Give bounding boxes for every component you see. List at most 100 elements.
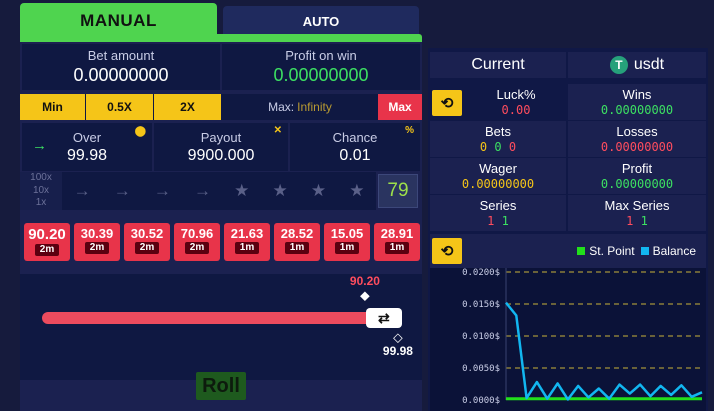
history-chip[interactable]: 30.39 2m: [74, 223, 120, 261]
over-value[interactable]: 99.98: [66, 146, 108, 164]
history-time: 2m: [84, 242, 110, 254]
history-time: 1m: [384, 242, 410, 254]
min-button[interactable]: Min: [20, 94, 86, 120]
history-chip[interactable]: 90.20 2m: [24, 223, 70, 261]
chart-ytick-label: 0.0000$: [462, 396, 500, 406]
chart-ytick-label: 0.0050$: [462, 364, 500, 374]
bets-won: 0: [494, 140, 502, 154]
losses-stat: Losses 0.00000000: [568, 121, 706, 157]
over-field[interactable]: → ⬤ Over 99.98: [22, 123, 152, 171]
stats-panel: Current T usdt ⟲ Luck% 0.00 Wins 0.00000…: [428, 48, 708, 411]
bet-amount-label: Bet amount: [87, 48, 155, 63]
history-multiplier: 15.05: [330, 226, 364, 241]
payout-field[interactable]: ✕ Payout 9900.000: [154, 123, 288, 171]
legend-swatch-st-point: [577, 247, 586, 255]
result-value: 90.20: [349, 274, 380, 288]
chart-series-balance: [505, 301, 703, 401]
history-multiplier: 30.52: [130, 226, 164, 241]
target-value: 99.98: [382, 344, 413, 358]
wins-value: 0.00000000: [600, 103, 674, 117]
pin-icon: ⬤: [134, 126, 146, 137]
star-icon: ★: [272, 181, 288, 200]
percent-icon: %: [405, 125, 414, 136]
history-multiplier: 90.20: [28, 226, 66, 243]
profit-stat: Profit 0.00000000: [568, 158, 706, 194]
series-win: 1: [501, 214, 509, 228]
losses-value: 0.00000000: [600, 140, 674, 154]
arrow-right-icon: →: [73, 181, 91, 200]
streak-level-10x: 10x: [32, 184, 50, 196]
max-info-label: Max:: [268, 100, 295, 114]
history-multiplier: 28.91: [380, 226, 414, 241]
history-time: 2m: [34, 244, 60, 256]
profit-on-win-label: Profit on win: [285, 48, 357, 63]
luck-value: 0.00: [501, 103, 531, 117]
series-stat: Series 1 1: [430, 195, 566, 231]
streak-score: 79: [378, 174, 418, 208]
history-chip[interactable]: 30.52 2m: [124, 223, 170, 261]
history-time: 2m: [184, 242, 210, 254]
chart-ytick-label: 0.0200$: [462, 268, 500, 278]
half-button[interactable]: 0.5X: [86, 94, 154, 120]
arrow-right-icon[interactable]: →: [32, 137, 47, 154]
chart-ytick-label: 0.0150$: [462, 300, 500, 310]
wager-stat: Wager 0.00000000: [430, 158, 566, 194]
luck-stat: Luck% 0.00: [466, 84, 566, 120]
roll-button[interactable]: Roll: [196, 372, 246, 400]
max-series-loss: 1: [626, 214, 634, 228]
history-chip[interactable]: 70.96 2m: [174, 223, 220, 261]
star-icon: ★: [349, 181, 365, 200]
current-tab[interactable]: Current: [430, 52, 566, 78]
bets-label: Bets: [484, 124, 511, 139]
arrow-right-icon: →: [153, 181, 171, 200]
bets-lost: 0: [508, 140, 517, 154]
bets-stat: Bets 0 0 0: [430, 121, 566, 157]
history-multiplier: 21.63: [230, 226, 264, 241]
history-time: 1m: [284, 242, 310, 254]
currency-label: usdt: [633, 56, 665, 73]
refresh-chart-icon[interactable]: ⟲: [432, 238, 462, 264]
profit-label: Profit: [621, 161, 653, 176]
slider-track[interactable]: [42, 312, 400, 324]
swap-icon: ⇄: [378, 310, 390, 326]
slider-handle[interactable]: ⇄: [365, 308, 402, 328]
result-marker: 90.20 ⬥: [345, 274, 385, 302]
streak-level-1x: 1x: [35, 197, 47, 208]
arrow-right-icon: →: [193, 181, 211, 200]
max-series-win: 1: [640, 214, 648, 228]
history-chip[interactable]: 15.05 1m: [324, 223, 370, 261]
history-chip[interactable]: 21.63 1m: [224, 223, 270, 261]
refresh-stats-icon[interactable]: ⟲: [432, 90, 462, 116]
history-chip[interactable]: 28.52 1m: [274, 223, 320, 261]
history-chip[interactable]: 28.91 1m: [374, 223, 420, 261]
tab-manual[interactable]: MANUAL: [20, 3, 217, 39]
drop-icon: ⬦: [393, 329, 403, 345]
star-icon: ★: [310, 181, 327, 200]
chart-legend: St. Point Balance: [577, 244, 696, 258]
max-series-stat: Max Series 1 1: [568, 195, 706, 231]
chance-value[interactable]: 0.01: [339, 146, 371, 164]
streak-track: → → → → ★ ★ ★ ★: [62, 172, 376, 210]
luck-label: Luck%: [496, 87, 536, 102]
balance-chart: 0.0000$ 0.0050$ 0.0100$ 0.0150$ 0.0200$: [430, 268, 706, 411]
chance-field[interactable]: % Chance 0.01: [290, 123, 420, 171]
wins-label: Wins: [622, 87, 652, 102]
history-multiplier: 28.52: [280, 226, 314, 241]
streak-levels: 100x 10x 1x: [20, 172, 62, 210]
double-button[interactable]: 2X: [154, 94, 222, 120]
tab-underline: [20, 34, 422, 42]
max-button[interactable]: Max: [378, 94, 422, 120]
streak-level-100x: 100x: [30, 172, 52, 183]
max-info: Max: Infinity: [222, 94, 378, 120]
bet-amount-field[interactable]: Bet amount 0.00000000: [22, 44, 220, 90]
multiply-icon: ✕: [273, 125, 282, 136]
legend-swatch-balance: [640, 247, 649, 255]
tab-auto[interactable]: AUTO: [223, 6, 419, 37]
losses-label: Losses: [616, 124, 658, 139]
currency-selector[interactable]: T usdt: [568, 52, 706, 78]
payout-value[interactable]: 9900.000: [187, 146, 255, 164]
profit-value: 0.00000000: [600, 177, 674, 191]
tether-icon: T: [609, 56, 628, 74]
bet-amount-value[interactable]: 0.00000000: [73, 65, 169, 85]
